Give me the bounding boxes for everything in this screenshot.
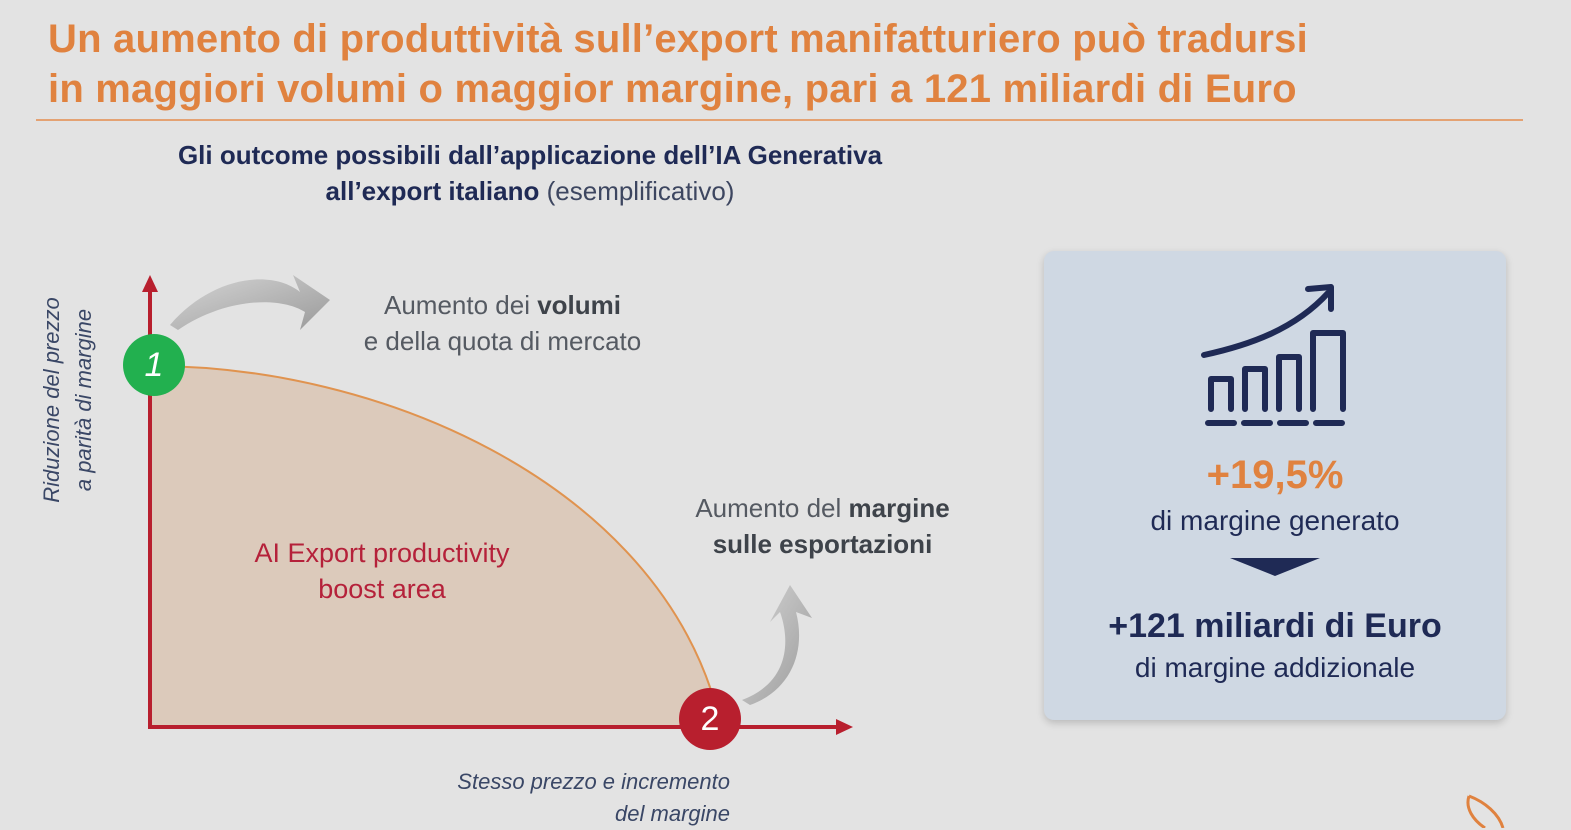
annotation-margin: Aumento del margine sulle esportazioni: [665, 490, 980, 562]
curved-arrow-margin-icon: [742, 585, 812, 705]
annotation-volumes-line-2: e della quota di mercato: [363, 326, 642, 356]
corner-logo-fragment-icon: [1466, 794, 1505, 828]
kpi-percentage-label: di margine generato: [1150, 505, 1400, 536]
x-axis-label: Stesso prezzo e incremento del margine: [420, 766, 730, 830]
y-axis-label-line-1: Riduzione del prezzo: [39, 297, 64, 503]
kpi-percentage: +19,5%: [1206, 453, 1344, 497]
slide-title-line-2: in maggiori volumi o maggior margine, pa…: [48, 67, 1297, 111]
kpi-panel: +19,5% di margine generato +121 miliardi…: [1044, 251, 1506, 720]
annotation-volumes: Aumento dei volumi e della quota di merc…: [330, 287, 675, 359]
annotation-margin-pre: Aumento del: [695, 493, 842, 523]
kpi-amount-label: di margine addizionale: [1134, 652, 1416, 683]
subtitle-note: (esemplificativo): [546, 176, 735, 206]
y-axis-arrowhead: [142, 275, 158, 292]
slide-title-line-1: Un aumento di produttività sull’export m…: [48, 17, 1308, 61]
boost-area-label-line-2: boost area: [318, 574, 446, 604]
y-axis-label-line-2: a parità di margine: [71, 308, 96, 492]
y-axis-label: Riduzione del prezzo a parità di margine: [36, 297, 100, 502]
slide-title: Un aumento di produttività sull’export m…: [48, 14, 1488, 114]
annotation-margin-bold: margine: [848, 493, 950, 523]
x-axis-label-line-1: Stesso prezzo e incremento: [457, 769, 730, 794]
growth-bar-chart-icon: [1201, 284, 1346, 426]
subtitle-bold-line-1: Gli outcome possibili dall’applicazione …: [177, 140, 883, 170]
boost-area-label-line-1: AI Export productivity: [254, 538, 510, 568]
boost-area: [152, 366, 711, 727]
x-axis-arrowhead: [836, 719, 853, 735]
curved-arrow-volumes-icon: [170, 275, 330, 330]
marker-1: 1: [123, 334, 185, 396]
frontier-curve: [151, 365, 712, 691]
annotation-margin-line-2: sulle esportazioni: [712, 529, 933, 559]
annotation-volumes-bold: volumi: [537, 290, 621, 320]
subtitle-bold-line-2: all’export italiano: [325, 176, 540, 206]
kpi-amount: +121 miliardi di Euro: [1108, 607, 1442, 645]
title-divider: [36, 119, 1523, 121]
diagram-subtitle: Gli outcome possibili dall’applicazione …: [120, 137, 940, 209]
down-arrow-icon: [1230, 558, 1320, 576]
boost-area-label: AI Export productivity boost area: [222, 535, 542, 607]
marker-2: 2: [679, 688, 741, 750]
x-axis-label-line-2: del margine: [615, 801, 730, 826]
annotation-volumes-pre: Aumento dei: [383, 290, 530, 320]
